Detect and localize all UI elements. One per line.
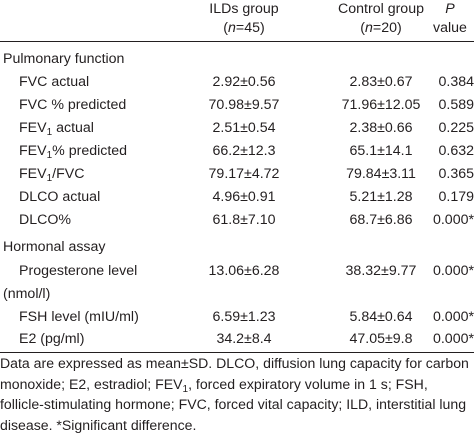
ild-value: 2.51±0.54 [212,120,276,136]
ild-value: 6.59±1.23 [212,309,276,325]
control-value: 5.21±1.28 [349,189,413,205]
row-label: FEV1/FVC [19,166,85,184]
ild-value: 2.92±0.56 [212,74,276,90]
ild-value: 66.2±12.3 [212,143,276,159]
row-label: DLCO actual [19,189,101,205]
section-title-pulmonary: Pulmonary function [3,51,125,67]
row-label: E2 (pg/ml) [19,331,85,347]
p-value: 0.000* [432,212,474,228]
p-value: 0.000* [432,263,474,279]
row-label: FVC % predicted [19,97,127,113]
p-value: 0.179 [438,189,474,205]
control-value: 71.96±12.05 [341,97,421,113]
p-value: 0.384 [438,74,474,90]
header-p: P [445,1,455,17]
header-ild-group: ILDs group [209,1,279,17]
table-footnote: Data are expressed as mean±SD. DLCO, dif… [0,355,469,433]
ild-value: 61.8±7.10 [212,212,276,228]
row-label: FVC actual [19,74,90,90]
header-p-value: value [433,20,467,36]
control-value: 2.83±0.67 [349,74,413,90]
row-label: FEV1% predicted [19,143,128,161]
control-value: 79.84±3.11 [346,166,416,182]
row-label-unit: (nmol/l) [3,286,51,302]
control-value: 47.05±9.8 [349,331,413,347]
bottom-rule [0,352,474,353]
p-value: 0.225 [438,120,474,136]
p-value: 0.000* [432,331,474,347]
ild-value: 70.98±9.57 [208,97,280,113]
ild-value: 13.06±6.28 [208,263,280,279]
row-label: Progesterone level [19,263,138,279]
header-ild-n: (n=45) [223,20,265,36]
control-value: 2.38±0.66 [349,120,413,136]
row-label: FSH level (mIU/ml) [19,309,139,325]
p-value: 0.589 [438,97,474,113]
row-label: FEV1 actual [19,120,94,138]
p-value: 0.365 [438,166,474,182]
row-label: DLCO% [19,212,72,228]
control-value: 38.32±9.77 [345,263,417,279]
control-value: 68.7±6.86 [349,212,413,228]
ild-value: 79.17±4.72 [208,166,280,182]
control-value: 5.84±0.64 [349,309,413,325]
header-rule [0,41,474,42]
p-value: 0.000* [432,309,474,325]
p-value: 0.632 [438,143,474,159]
header-control-group: Control group [338,1,424,17]
ild-value: 4.96±0.91 [212,189,276,205]
ild-value: 34.2±8.4 [216,331,272,347]
header-control-n: (n=20) [360,20,402,36]
section-title-hormonal: Hormonal assay [3,239,106,255]
control-value: 65.1±14.1 [349,143,413,159]
